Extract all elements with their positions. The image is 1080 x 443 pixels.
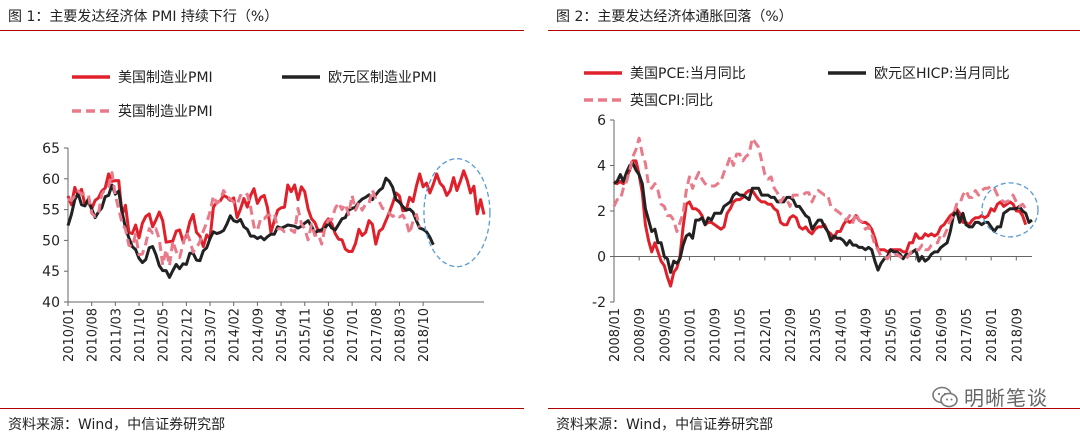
legend-label: 欧元区制造业PMI bbox=[328, 70, 437, 86]
x-tick-label: 2016/01 bbox=[910, 308, 925, 362]
x-tick-label: 2012/05 bbox=[157, 308, 172, 362]
x-tick-label: 2010/01 bbox=[683, 308, 698, 362]
title-divider bbox=[548, 30, 1080, 31]
x-tick-label: 2015/04 bbox=[275, 308, 290, 362]
x-tick-label: 2012/01 bbox=[759, 308, 774, 362]
x-tick-label: 2008/01 bbox=[608, 308, 623, 362]
highlight-ellipse bbox=[423, 158, 491, 268]
watermark: 明晰笔谈 bbox=[932, 382, 1048, 411]
x-tick-label: 2010/09 bbox=[709, 308, 724, 362]
x-tick-label: 2008/09 bbox=[633, 308, 648, 362]
x-tick-label: 2011/10 bbox=[133, 308, 148, 362]
source-divider bbox=[0, 408, 524, 409]
x-tick-label: 2012/09 bbox=[784, 308, 799, 362]
wechat-icon bbox=[932, 386, 958, 407]
chart-title: 图 1：主要发达经济体 PMI 持续下行（%） bbox=[8, 9, 279, 25]
y-tick-label: 60 bbox=[42, 172, 60, 188]
x-tick-label: 2015/11 bbox=[299, 308, 314, 362]
x-tick-label: 2016/06 bbox=[322, 308, 337, 362]
x-tick-label: 2013/07 bbox=[204, 308, 219, 362]
legend-label: 英国制造业PMI bbox=[118, 103, 213, 120]
series-line bbox=[612, 136, 1027, 261]
x-tick-label: 2016/09 bbox=[935, 308, 950, 362]
inflation-line-chart: -2 0 2 4 6 2008/01 2008/09 2009/05 2010/01 2010/0… bbox=[584, 66, 1039, 362]
x-tick-label: 2013/05 bbox=[809, 308, 824, 362]
y-tick-label: 50 bbox=[42, 233, 60, 249]
chart-title: 图 2：主要发达经济体通胀回落（%） bbox=[556, 9, 793, 25]
series-line bbox=[66, 176, 435, 279]
legend-label: 欧元区HICP:当月同比 bbox=[874, 66, 1010, 82]
x-tick-label: 2018/01 bbox=[985, 308, 1000, 362]
x-tick-label: 2010/08 bbox=[86, 308, 101, 362]
x-tick-label: 2011/03 bbox=[109, 308, 124, 362]
y-tick-label: 40 bbox=[42, 295, 60, 311]
y-tick-label: 0 bbox=[597, 250, 606, 266]
x-tick-label: 2017/01 bbox=[346, 308, 361, 362]
highlight-ellipse bbox=[981, 182, 1039, 238]
source-note: 资料来源：Wind，中信证券研究部 bbox=[8, 417, 226, 433]
x-tick-label: 2010/01 bbox=[62, 308, 77, 362]
watermark-text: 明晰笔谈 bbox=[964, 386, 1048, 410]
y-tick-label: 55 bbox=[42, 203, 60, 219]
x-tick-label: 2017/05 bbox=[960, 308, 975, 362]
x-tick-label: 2018/03 bbox=[393, 308, 408, 362]
y-tick-label: -2 bbox=[592, 295, 606, 311]
x-tick-label: 2015/05 bbox=[885, 308, 900, 362]
x-tick-label: 2011/05 bbox=[734, 308, 749, 362]
series-line bbox=[613, 161, 1033, 274]
x-tick-label: 2012/12 bbox=[180, 308, 195, 362]
series-line bbox=[613, 159, 1028, 288]
chart-panel-pmi: 图 1：主要发达经济体 PMI 持续下行（%） 40 45 50 55 60 65 2010… bbox=[0, 0, 524, 443]
x-tick-label: 2014/09 bbox=[251, 308, 266, 362]
legend-label: 美国PCE:当月同比 bbox=[630, 66, 746, 82]
source-divider bbox=[548, 408, 1080, 409]
x-tick-label: 2014/02 bbox=[228, 308, 243, 362]
y-tick-label: 65 bbox=[42, 141, 60, 157]
y-tick-label: 45 bbox=[42, 264, 60, 280]
source-note: 资料来源：Wind，中信证券研究部 bbox=[556, 417, 774, 433]
x-tick-label: 2018/09 bbox=[1010, 308, 1025, 362]
x-tick-label: 2018/10 bbox=[417, 308, 432, 362]
pmi-line-chart: 40 45 50 55 60 65 2010/01 2010/08 2011/03 2011/10… bbox=[42, 70, 491, 362]
x-tick-label: 2017/08 bbox=[370, 308, 385, 362]
chart-panel-inflation: 图 2：主要发达经济体通胀回落（%） -2 0 2 4 6 2008/01 2008/09 2… bbox=[548, 0, 1080, 443]
title-divider bbox=[0, 30, 524, 31]
legend-label: 美国制造业PMI bbox=[118, 70, 213, 86]
y-tick-label: 4 bbox=[597, 159, 606, 175]
x-tick-label: 2009/05 bbox=[658, 308, 673, 362]
legend-label: 英国CPI:同比 bbox=[630, 92, 713, 109]
x-tick-label: 2014/09 bbox=[859, 308, 874, 362]
series-line bbox=[67, 171, 422, 268]
y-tick-label: 2 bbox=[597, 204, 606, 220]
x-tick-label: 2014/01 bbox=[834, 308, 849, 362]
y-tick-label: 6 bbox=[597, 113, 606, 129]
